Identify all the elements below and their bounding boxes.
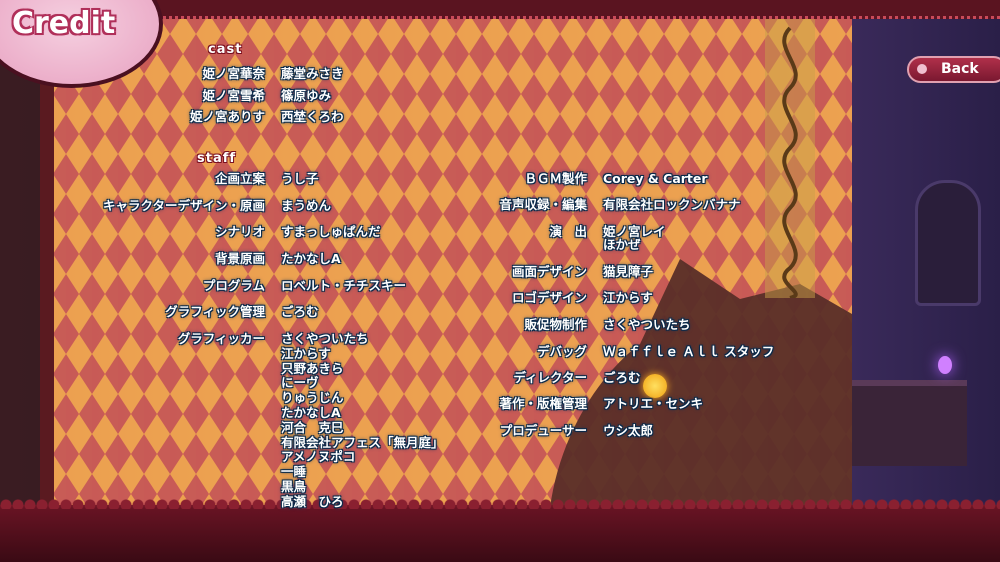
staff-role: プロデューサー bbox=[499, 423, 587, 438]
staff-name: すまっしゅぱんだ bbox=[281, 224, 381, 239]
bottom-border bbox=[0, 499, 1000, 562]
staff-name: ウシ太郎 bbox=[603, 423, 654, 438]
staff-role: 音声収録・編集 bbox=[499, 197, 587, 212]
staff-role: グラフィッカー bbox=[177, 331, 265, 346]
staff-name: アトリエ・センキ bbox=[603, 396, 704, 411]
staff-name: たかなしA bbox=[281, 405, 341, 420]
staff-name: さくやついたち bbox=[603, 317, 691, 332]
staff-header: staff bbox=[197, 151, 237, 166]
scroll-ornament bbox=[765, 18, 815, 298]
pendulum-clock bbox=[915, 180, 981, 306]
staff-name: まうめん bbox=[281, 198, 332, 213]
side-table bbox=[852, 380, 967, 466]
staff-role: ＢＧＭ製作 bbox=[524, 171, 587, 186]
staff-name: アメノヌポコ bbox=[281, 449, 356, 465]
staff-name: うし子 bbox=[281, 171, 319, 186]
staff-name: りゅうじん bbox=[281, 390, 344, 406]
staff-role: 著作・版権管理 bbox=[499, 396, 587, 411]
staff-role: ロゴデザイン bbox=[511, 290, 587, 305]
staff-name: Corey & Carter bbox=[603, 171, 708, 186]
cast-role: 姫ノ宮雪希 bbox=[202, 88, 265, 103]
cast-role: 姫ノ宮ありす bbox=[189, 109, 265, 124]
staff-name: 河合 克巳 bbox=[281, 419, 344, 435]
staff-role: グラフィック管理 bbox=[165, 304, 265, 319]
staff-name: さくやついたち bbox=[281, 331, 369, 346]
staff-name: 黒鳥 bbox=[281, 479, 307, 494]
cast-name: 篠原ゆみ bbox=[281, 88, 332, 103]
cast-name: 藤堂みさき bbox=[281, 66, 344, 81]
staff-name: 猫見障子 bbox=[603, 264, 654, 279]
staff-name: 姫ノ宮レイ bbox=[603, 224, 666, 239]
staff-name: にーヴ bbox=[281, 375, 319, 391]
staff-name: 江からす bbox=[281, 345, 331, 361]
staff-role: ディレクター bbox=[513, 370, 587, 385]
cast-header: cast bbox=[208, 42, 243, 57]
staff-role: シナリオ bbox=[214, 224, 265, 239]
staff-name: 高瀬 ひろ bbox=[281, 493, 344, 509]
staff-role: 演 出 bbox=[549, 224, 587, 239]
staff-role: キャラクターデザイン・原画 bbox=[102, 198, 265, 213]
staff-name: たかなしA bbox=[281, 251, 341, 266]
staff-role: 背景原画 bbox=[214, 251, 265, 266]
screen-title: Credit bbox=[12, 6, 116, 41]
staff-name: ごろむ bbox=[281, 304, 319, 319]
staff-name: 只野あきら bbox=[281, 360, 344, 376]
top-border bbox=[0, 0, 1000, 19]
lamp-glow bbox=[938, 356, 952, 374]
left-frame-post bbox=[40, 14, 54, 508]
cast-role: 姫ノ宮華奈 bbox=[202, 66, 265, 81]
staff-name: 有限会社アフェス「無月庭」 bbox=[281, 434, 444, 450]
staff-name: Ｗａｆｆｌｅ Ａｌｌ スタッフ bbox=[603, 344, 775, 359]
staff-role: プログラム bbox=[202, 278, 265, 293]
credits-panel bbox=[40, 14, 852, 508]
staff-name: ロベルト・チチスキー bbox=[281, 278, 407, 293]
staff-name: 有限会社ロックンバナナ bbox=[603, 197, 741, 212]
staff-role: 画面デザイン bbox=[511, 264, 587, 279]
glowing-orb bbox=[643, 374, 667, 398]
staff-name: ごろむ bbox=[603, 370, 641, 385]
staff-name: ほかぜ bbox=[603, 237, 641, 252]
staff-name: 江からす bbox=[603, 290, 653, 305]
staff-role: デバッグ bbox=[536, 344, 587, 359]
staff-name: 一睡 bbox=[281, 464, 307, 480]
cast-name: 西埜くろわ bbox=[281, 109, 344, 124]
staff-role: 販促物制作 bbox=[524, 317, 587, 332]
staff-role: 企画立案 bbox=[214, 171, 265, 186]
cat-silhouette bbox=[550, 259, 852, 508]
back-button[interactable]: Back bbox=[907, 56, 1000, 83]
